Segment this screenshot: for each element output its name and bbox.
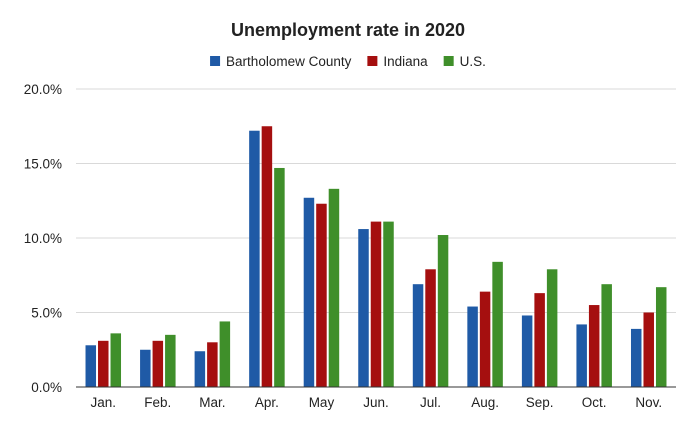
- bar: [492, 261, 503, 387]
- legend: Bartholomew County Indiana U.S.: [210, 54, 486, 69]
- bar: [85, 345, 97, 387]
- legend-swatch: [210, 56, 221, 66]
- legend-item: Bartholomew County: [210, 54, 352, 69]
- bar: [630, 328, 642, 387]
- bar: [588, 305, 600, 387]
- x-tick-label: Nov.: [635, 395, 662, 410]
- legend-label: Bartholomew County: [226, 54, 352, 69]
- legend-swatch: [443, 56, 454, 66]
- x-tick-label: Jun.: [363, 395, 389, 410]
- bar: [194, 351, 206, 387]
- bar: [152, 340, 164, 387]
- bar: [303, 197, 315, 387]
- bar: [643, 312, 654, 387]
- bar: [655, 287, 667, 387]
- legend-swatch: [367, 56, 378, 66]
- x-tick-label: Aug.: [471, 395, 499, 410]
- bar: [261, 126, 273, 387]
- bar: [467, 306, 478, 387]
- legend-label: Indiana: [383, 54, 428, 69]
- bar: [370, 221, 382, 387]
- x-tick-label: Sep.: [526, 395, 554, 410]
- bar: [274, 167, 285, 387]
- bar: [521, 315, 533, 387]
- bar: [437, 235, 449, 387]
- bar: [479, 291, 491, 387]
- bar: [534, 293, 545, 387]
- bar: [328, 188, 340, 387]
- x-tick-label: Feb.: [144, 395, 171, 410]
- y-tick-label: 0.0%: [31, 380, 62, 395]
- bar: [358, 229, 369, 387]
- x-axis: Jan. Feb. Mar. Apr. May Jun. Jul. Aug. Sep. Oct. N…: [76, 386, 676, 410]
- x-tick-label: Jul.: [420, 395, 441, 410]
- legend-label: U.S.: [460, 54, 486, 69]
- y-tick-label: 5.0%: [31, 306, 62, 321]
- bar: [165, 334, 176, 387]
- legend-item: Indiana: [367, 54, 428, 69]
- bar: [546, 269, 558, 387]
- bar: [412, 284, 424, 387]
- bar: [98, 340, 109, 387]
- bars: [85, 126, 667, 387]
- legend-item: U.S.: [443, 54, 486, 69]
- x-tick-label: Apr.: [255, 395, 279, 410]
- bar: [425, 269, 436, 387]
- x-tick-label: Oct.: [582, 395, 607, 410]
- bar: [316, 203, 327, 387]
- bar: [249, 130, 260, 387]
- y-tick-label: 20.0%: [24, 82, 62, 97]
- bar: [219, 321, 231, 387]
- bar: [110, 333, 122, 387]
- y-tick-label: 10.0%: [24, 231, 62, 246]
- x-tick-label: Mar.: [199, 395, 225, 410]
- x-tick-label: May: [309, 395, 335, 410]
- bar: [207, 342, 218, 387]
- bar: [383, 221, 394, 387]
- bar: [576, 324, 587, 387]
- x-tick-label: Jan.: [91, 395, 117, 410]
- y-axis: 0.0% 5.0% 10.0% 15.0% 20.0%: [24, 82, 62, 395]
- bar: [601, 284, 612, 387]
- bar: [140, 349, 151, 387]
- y-tick-label: 15.0%: [24, 157, 62, 172]
- chart-title: Unemployment rate in 2020: [231, 20, 465, 40]
